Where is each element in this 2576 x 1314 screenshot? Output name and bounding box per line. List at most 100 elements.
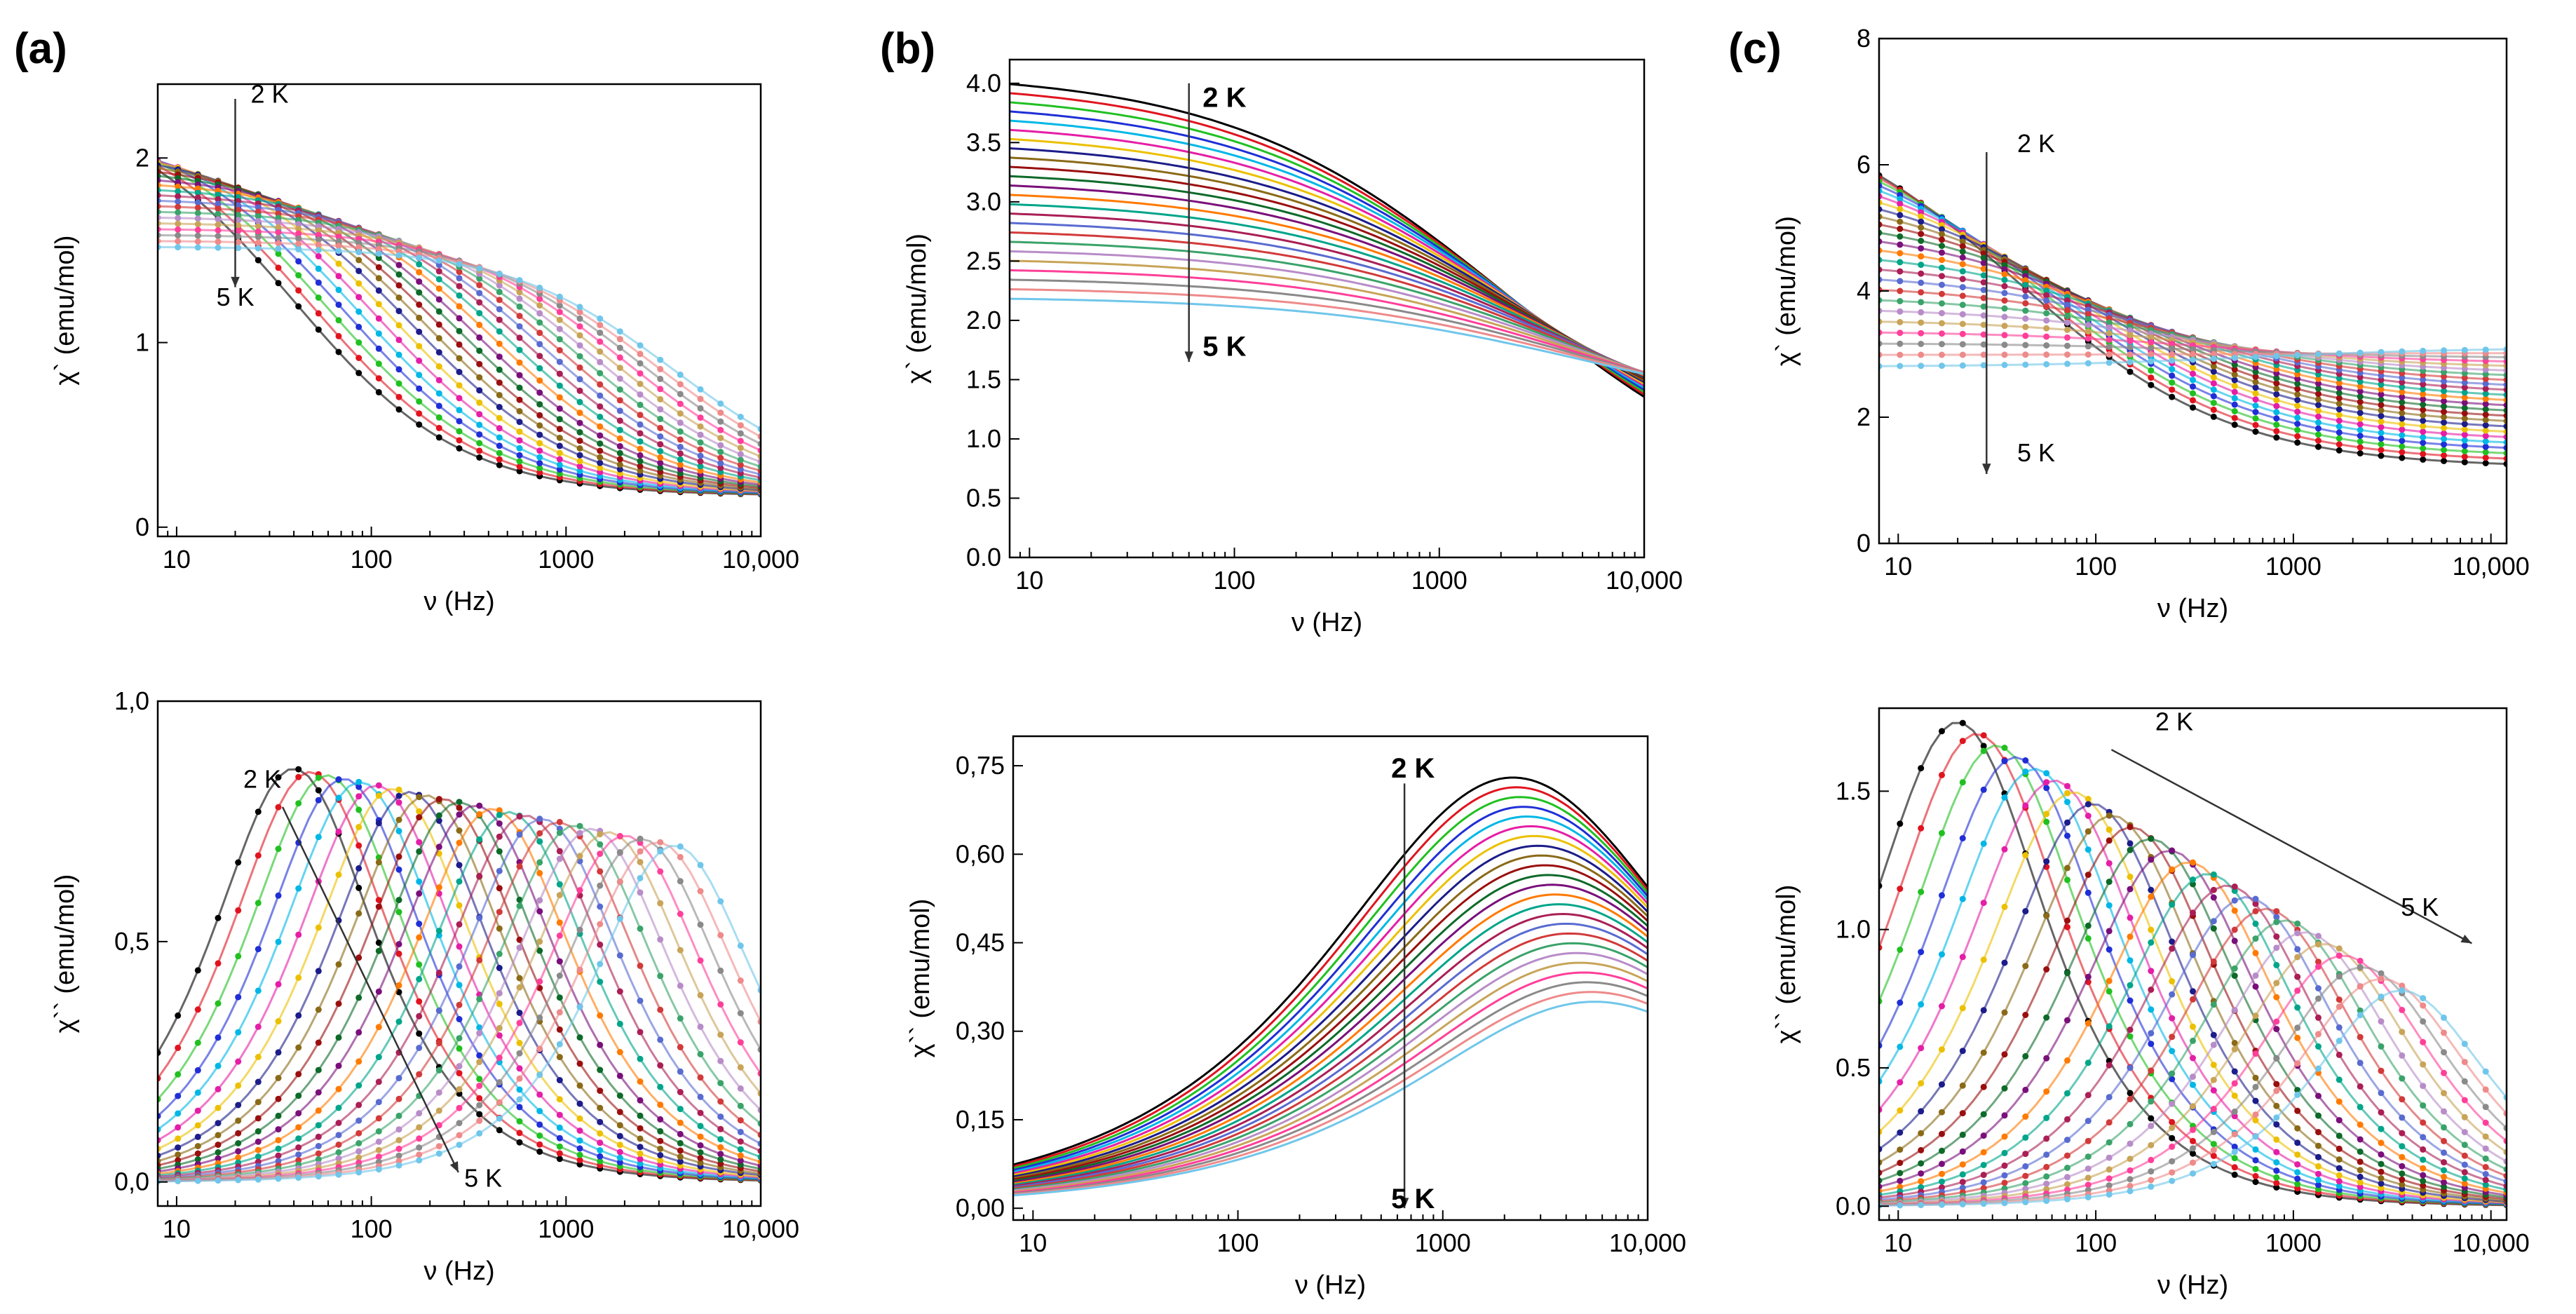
plot-frame bbox=[1878, 37, 2508, 545]
x-tick-label: 10 bbox=[1015, 566, 1043, 595]
panel-label-b: (b) bbox=[880, 25, 935, 73]
series-fit-line bbox=[1879, 837, 2507, 1198]
series-8 bbox=[1013, 844, 1648, 1178]
series-group bbox=[1010, 83, 1644, 398]
series-fit-line bbox=[1879, 907, 2507, 1203]
y-tick-label: 1.5 bbox=[1836, 776, 1871, 805]
series-fit-line bbox=[158, 801, 761, 1170]
plot-frame bbox=[156, 700, 762, 1207]
series-11 bbox=[1013, 874, 1648, 1182]
series-group bbox=[158, 766, 761, 1185]
plot-frame bbox=[1878, 707, 2508, 1221]
chart-b-imaginary-part: 10 100 1000 10,000 0,00 0,15 0,30 0,45 0,60 0,75 ν… bbox=[906, 735, 1686, 1300]
series-3 bbox=[1013, 796, 1648, 1170]
x-tick-label: 10 bbox=[1884, 1228, 1912, 1257]
y-tick-label: 0,0 bbox=[114, 1167, 149, 1196]
x-tick-label: 1000 bbox=[1415, 1228, 1471, 1257]
y-tick-label: 4 bbox=[1857, 276, 1871, 305]
y-tick-label: 3.5 bbox=[966, 128, 1001, 156]
series-20 bbox=[1013, 961, 1648, 1193]
series-fit-line bbox=[1879, 733, 2507, 1206]
plot-frame bbox=[156, 83, 762, 538]
y-tick-label: 0,5 bbox=[114, 927, 149, 956]
series-fit-line bbox=[1879, 320, 2507, 367]
x-axis-label: ν (Hz) bbox=[423, 587, 494, 616]
x-tick-label: 100 bbox=[2075, 552, 2117, 581]
y-tick-label: 2 bbox=[135, 143, 149, 172]
series-18 bbox=[1879, 919, 2507, 1206]
arrow-head bbox=[2460, 934, 2472, 944]
series-14 bbox=[158, 811, 761, 1179]
series-fit-line bbox=[158, 778, 761, 1180]
series-18 bbox=[1010, 241, 1644, 374]
series-18 bbox=[1013, 942, 1648, 1191]
y-tick-label: 8 bbox=[1857, 24, 1871, 53]
series-21 bbox=[158, 832, 761, 1184]
x-axis-label: ν (Hz) bbox=[2157, 1271, 2228, 1300]
x-tick-label: 10,000 bbox=[1609, 1228, 1686, 1257]
y-tick-label: 1.0 bbox=[1836, 915, 1871, 944]
series-17 bbox=[1013, 932, 1648, 1190]
series-fit-line bbox=[158, 189, 761, 482]
panel-label-c: (c) bbox=[1728, 25, 1782, 73]
series-fit-line bbox=[158, 194, 761, 479]
series-13 bbox=[1879, 859, 2507, 1196]
series-1 bbox=[1013, 776, 1648, 1166]
temperature-arrow bbox=[2110, 749, 2472, 944]
series-14 bbox=[1013, 903, 1648, 1186]
series-24 bbox=[1879, 346, 2507, 370]
annotation-2K: 2 K bbox=[243, 764, 281, 793]
series-14 bbox=[1010, 203, 1644, 376]
series-group bbox=[1879, 172, 2507, 468]
x-axis-label: ν (Hz) bbox=[1295, 1271, 1366, 1300]
x-tick-label: 10 bbox=[163, 1214, 191, 1243]
x-tick-label: 1000 bbox=[538, 1214, 594, 1243]
x-tick-label: 1000 bbox=[1411, 566, 1467, 595]
series-12 bbox=[1013, 883, 1648, 1184]
x-tick-label: 100 bbox=[2075, 1228, 2117, 1257]
y-axis-label: χ`` (emu/mol) bbox=[906, 899, 935, 1058]
series-fit-line bbox=[158, 818, 761, 1179]
plot-frame bbox=[1012, 735, 1649, 1221]
y-tick-label: 2 bbox=[1857, 402, 1871, 431]
series-4 bbox=[1013, 806, 1648, 1172]
series-1 bbox=[1879, 172, 2507, 468]
y-tick-label: 2.5 bbox=[966, 246, 1001, 275]
series-15 bbox=[1010, 212, 1644, 375]
chart-c-real-part: 10 100 1000 10,000 0 2 4 6 8 ν (Hz) χ` (emu/mol) 2 … bbox=[1772, 24, 2530, 623]
x-tick-label: 10,000 bbox=[2453, 552, 2530, 581]
series-22 bbox=[1010, 278, 1644, 374]
series-fit-line bbox=[1879, 803, 2507, 1203]
y-axis-label: χ` (emu/mol) bbox=[902, 233, 932, 384]
x-tick-label: 10 bbox=[163, 545, 191, 574]
series-2 bbox=[1879, 732, 2507, 1208]
series-6 bbox=[1013, 825, 1648, 1175]
series-fit-line bbox=[158, 245, 761, 431]
x-tick-label: 1000 bbox=[2265, 1228, 2321, 1257]
arrow-head bbox=[1399, 1198, 1409, 1209]
x-tick-label: 10,000 bbox=[1606, 566, 1683, 595]
series-fit-line bbox=[158, 205, 761, 472]
x-tick-label: 100 bbox=[351, 1214, 393, 1243]
y-tick-label: 3.0 bbox=[966, 187, 1001, 216]
y-tick-label: 0,30 bbox=[956, 1017, 1005, 1045]
annotation-2K: 2 K bbox=[250, 79, 288, 108]
series-fit-line bbox=[1879, 348, 2507, 367]
y-axis-label: χ`` (emu/mol) bbox=[50, 874, 80, 1034]
series-fit-line bbox=[158, 804, 761, 1173]
x-tick-label: 100 bbox=[1214, 566, 1256, 595]
x-axis-label: ν (Hz) bbox=[1292, 608, 1362, 637]
series-24 bbox=[1010, 297, 1644, 375]
arrow-head bbox=[231, 276, 240, 287]
annotation-2K: 2 K bbox=[2155, 707, 2193, 736]
series-fit-line bbox=[158, 815, 761, 1178]
y-axis-label: χ` (emu/mol) bbox=[1772, 216, 1801, 366]
series-6 bbox=[158, 158, 761, 495]
x-tick-label: 1000 bbox=[2265, 552, 2321, 581]
series-16 bbox=[1013, 923, 1648, 1188]
series-15 bbox=[1013, 912, 1648, 1188]
chart-a-real-part: 10 100 1000 10,000 0 1 2 ν (Hz) χ` (emu/mol) 2 K 5… bbox=[50, 79, 799, 616]
series-10 bbox=[1013, 864, 1648, 1181]
arrow-head bbox=[449, 1161, 459, 1172]
series-fit-line bbox=[1879, 895, 2507, 1201]
